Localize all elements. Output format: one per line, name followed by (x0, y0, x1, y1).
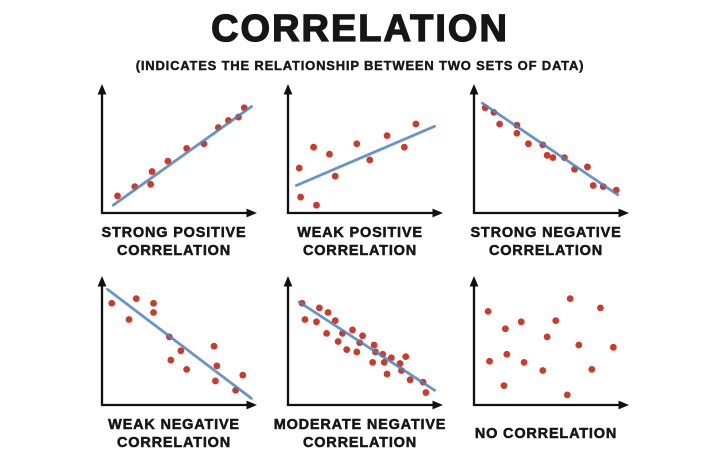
chart-caption-no-correlation: NO CORRELATION (474, 425, 618, 442)
scatter-plot-strong-positive (97, 83, 257, 218)
chart-cell-weak-positive: WEAK POSITIVE CORRELATION (267, 81, 453, 263)
scatter-plot-no-correlation (469, 275, 629, 410)
chart-cell-strong-positive: STRONG POSITIVE CORRELATION (81, 81, 267, 263)
chart-caption-strong-negative: STRONG NEGATIVE CORRELATION (470, 224, 622, 259)
scatter-plot-weak-negative (97, 275, 257, 410)
scatter-plot-moderate-negative (283, 275, 443, 410)
chart-caption-weak-negative: WEAK NEGATIVE CORRELATION (108, 416, 240, 451)
chart-cell-moderate-negative: MODERATE NEGATIVE CORRELATION (267, 273, 453, 455)
chart-caption-strong-positive: STRONG POSITIVE CORRELATION (101, 224, 247, 259)
chart-caption-weak-positive: WEAK POSITIVE CORRELATION (297, 224, 423, 259)
page-title: CORRELATION (210, 8, 509, 51)
charts-grid: STRONG POSITIVE CORRELATION WEAK POSITIV… (81, 81, 639, 455)
chart-cell-no-correlation: NO CORRELATION (453, 273, 639, 455)
chart-cell-weak-negative: WEAK NEGATIVE CORRELATION (81, 273, 267, 455)
chart-caption-moderate-negative: MODERATE NEGATIVE CORRELATION (273, 416, 447, 451)
scatter-plot-strong-negative (469, 83, 629, 218)
page-subtitle: (INDICATES THE RELATIONSHIP BETWEEN TWO … (135, 57, 585, 73)
scatter-plot-weak-positive (283, 83, 443, 218)
chart-cell-strong-negative: STRONG NEGATIVE CORRELATION (453, 81, 639, 263)
